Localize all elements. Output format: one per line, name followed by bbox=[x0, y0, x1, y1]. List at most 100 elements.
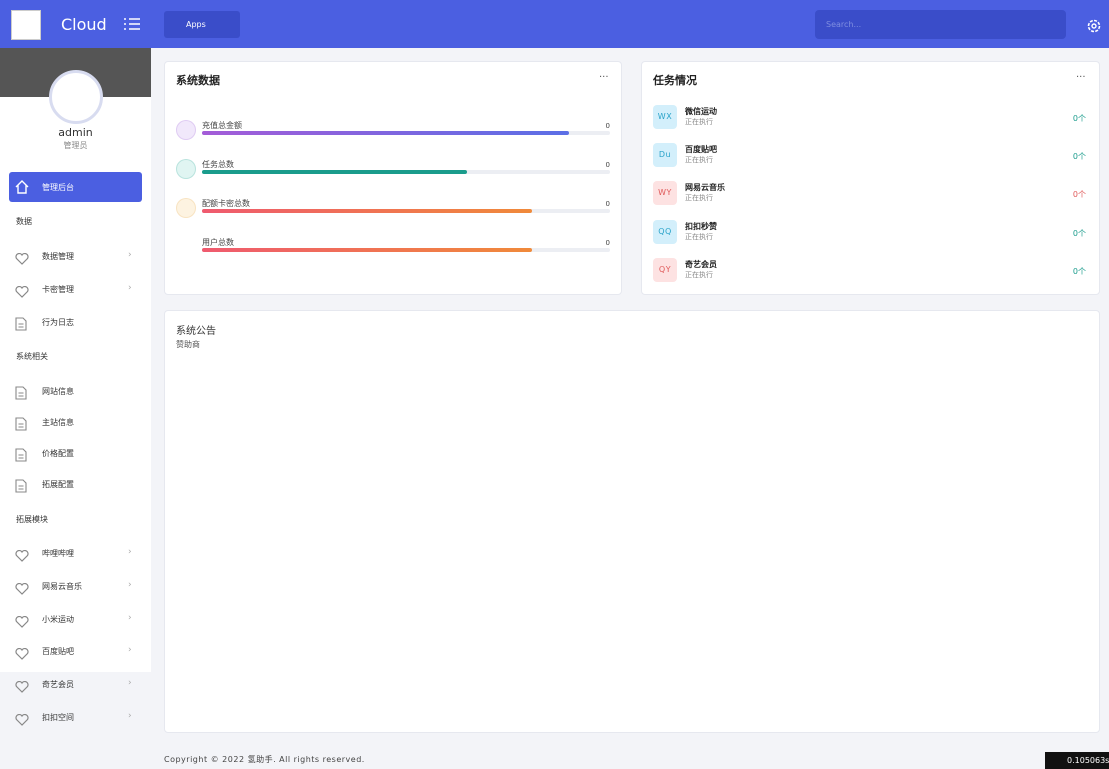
task-count: 0个 bbox=[1072, 152, 1086, 162]
home-icon bbox=[15, 180, 29, 194]
menu-icon bbox=[15, 416, 27, 435]
chevron: › bbox=[128, 678, 132, 688]
stat-icon bbox=[176, 159, 196, 179]
menu-icon bbox=[15, 580, 29, 599]
menu-icon bbox=[15, 447, 27, 466]
progress-bar bbox=[202, 170, 468, 174]
timer: 0.105063s bbox=[1067, 756, 1109, 765]
menu-icon bbox=[15, 645, 29, 664]
timer-box bbox=[1045, 752, 1109, 769]
avatar[interactable] bbox=[49, 70, 103, 124]
stat-value: 0 bbox=[605, 239, 610, 247]
task-status: 正在执行 bbox=[685, 194, 713, 203]
stat-icon bbox=[176, 120, 196, 140]
menu-toggle[interactable] bbox=[124, 17, 140, 31]
menu-item[interactable]: 拓展配置 bbox=[42, 480, 74, 489]
stat-value: 0 bbox=[605, 200, 610, 208]
task-count: 0个 bbox=[1072, 266, 1086, 276]
task-badge: QY bbox=[653, 257, 677, 282]
menu-icon bbox=[15, 613, 29, 632]
stat-icon bbox=[176, 198, 196, 218]
menu-item[interactable]: 卡密管理 bbox=[42, 285, 74, 294]
task-badge: WY bbox=[653, 181, 677, 206]
chevron: › bbox=[128, 547, 132, 557]
menu-item[interactable]: 网易云音乐 bbox=[42, 582, 82, 591]
task-status: 正在执行 bbox=[685, 156, 713, 165]
task-name[interactable]: 网易云音乐 bbox=[685, 183, 725, 193]
logo[interactable] bbox=[11, 10, 41, 40]
progress-bar bbox=[202, 131, 570, 135]
menu-icon bbox=[15, 385, 27, 404]
chevron: › bbox=[128, 250, 132, 260]
notice-card bbox=[164, 310, 1100, 733]
stat-label: 用户总数 bbox=[202, 238, 234, 247]
task-name[interactable]: 扣扣秒赞 bbox=[685, 221, 717, 231]
menu-item[interactable]: 主站信息 bbox=[42, 418, 74, 427]
menu-item[interactable]: 小米运动 bbox=[42, 615, 74, 624]
user-role: 管理员 bbox=[63, 141, 88, 150]
task-badge: QQ bbox=[653, 219, 677, 244]
task-count: 0个 bbox=[1072, 190, 1086, 200]
sidebar bbox=[0, 48, 151, 672]
tasks-card bbox=[641, 61, 1100, 295]
notice-title: 系统公告 bbox=[176, 326, 216, 337]
task-name[interactable]: 百度贴吧 bbox=[685, 145, 717, 155]
stat-value: 0 bbox=[605, 122, 610, 130]
apps-dropdown[interactable] bbox=[164, 11, 240, 38]
menu-icon bbox=[15, 283, 29, 302]
search-placeholder: Search... bbox=[826, 20, 862, 29]
more-icon[interactable]: ··· bbox=[1076, 72, 1086, 83]
notice-text: 赞助商 bbox=[176, 340, 200, 349]
apps-label: Apps bbox=[186, 20, 206, 29]
chevron: › bbox=[128, 580, 132, 590]
task-count: 0个 bbox=[1072, 114, 1086, 123]
stat-icon bbox=[176, 237, 194, 255]
menu-icon bbox=[15, 547, 29, 566]
menu-section: 数据 bbox=[16, 217, 32, 226]
tasks-title: 任务情况 bbox=[653, 74, 697, 87]
menu-item[interactable]: 扣扣空间 bbox=[42, 713, 74, 722]
stat-label: 配额卡密总数 bbox=[202, 199, 250, 208]
settings-icon[interactable] bbox=[1086, 18, 1102, 34]
task-name[interactable]: 奇艺会员 bbox=[685, 259, 717, 269]
chevron: › bbox=[128, 283, 132, 293]
menu-item[interactable]: 数据管理 bbox=[42, 252, 74, 261]
menu-item[interactable]: 奇艺会员 bbox=[42, 680, 74, 689]
menu-item[interactable]: 网站信息 bbox=[42, 387, 74, 396]
menu-icon bbox=[15, 250, 29, 269]
search-box[interactable] bbox=[815, 10, 1066, 39]
logo-text: Cloud bbox=[61, 15, 107, 34]
active-menu-label: 管理后台 bbox=[42, 183, 74, 192]
menu-icon bbox=[15, 478, 27, 497]
menu-item[interactable]: 行为日志 bbox=[42, 318, 74, 327]
menu-icon bbox=[15, 711, 29, 730]
menu-item[interactable]: 价格配置 bbox=[42, 449, 74, 458]
menu-icon bbox=[15, 316, 27, 335]
task-count: 0个 bbox=[1072, 228, 1086, 238]
menu-item[interactable]: 百度贴吧 bbox=[42, 647, 74, 656]
copyright: Copyright © 2022 氢助手. All rights reserve… bbox=[164, 755, 365, 764]
task-status: 正在执行 bbox=[685, 118, 713, 126]
stat-label: 任务总数 bbox=[202, 160, 234, 169]
menu-item[interactable]: 哔哩哔哩 bbox=[42, 549, 74, 558]
stats-card bbox=[164, 61, 622, 295]
stat-label: 充值总金额 bbox=[202, 121, 242, 130]
task-badge: WX bbox=[653, 105, 677, 129]
menu-section: 拓展模块 bbox=[16, 515, 48, 524]
stats-title: 系统数据 bbox=[176, 74, 220, 87]
chevron: › bbox=[128, 711, 132, 721]
task-badge: Du bbox=[653, 143, 677, 168]
task-status: 正在执行 bbox=[685, 232, 713, 241]
stat-value: 0 bbox=[605, 161, 610, 169]
task-name[interactable]: 微信运动 bbox=[685, 107, 717, 116]
progress-bar bbox=[202, 248, 533, 252]
menu-icon bbox=[15, 678, 29, 697]
chevron: › bbox=[128, 613, 132, 623]
active-menu-item[interactable] bbox=[9, 172, 142, 202]
progress-bar bbox=[202, 209, 533, 213]
menu-section: 系统相关 bbox=[16, 352, 48, 361]
task-status: 正在执行 bbox=[685, 270, 713, 279]
more-icon[interactable]: ··· bbox=[599, 72, 609, 83]
user-name: admin bbox=[58, 126, 93, 139]
